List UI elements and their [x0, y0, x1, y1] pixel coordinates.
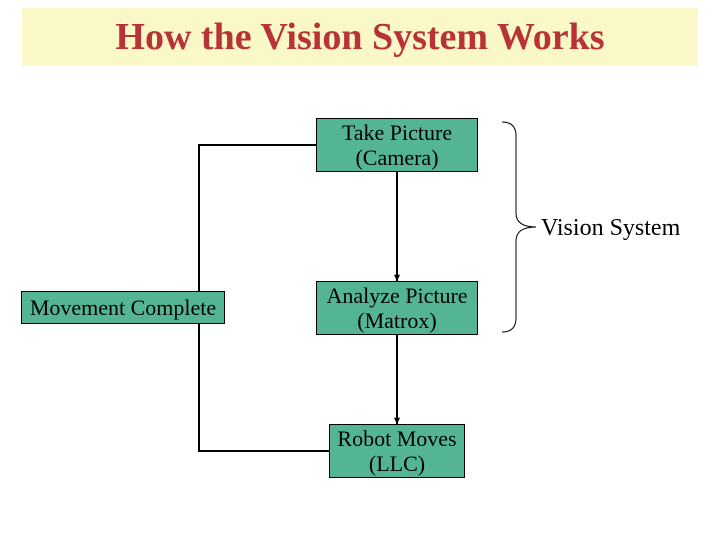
node-robot-moves-line2: (LLC) [369, 451, 425, 476]
page-title: How the Vision System Works [22, 8, 698, 66]
node-movement-complete-line1: Movement Complete [30, 295, 216, 320]
node-robot-moves-line1: Robot Moves [337, 426, 456, 451]
node-analyze-picture-line2: (Matrox) [357, 308, 436, 333]
node-take-picture-line2: (Camera) [355, 145, 438, 170]
node-movement-complete: Movement Complete [21, 291, 225, 324]
annotation-vision-system: Vision System [541, 215, 680, 242]
node-take-picture-line1: Take Picture [342, 120, 452, 145]
node-analyze-picture-line1: Analyze Picture [326, 283, 467, 308]
node-analyze-picture: Analyze Picture (Matrox) [316, 281, 478, 335]
node-take-picture: Take Picture (Camera) [316, 118, 478, 172]
node-robot-moves: Robot Moves (LLC) [329, 424, 465, 478]
